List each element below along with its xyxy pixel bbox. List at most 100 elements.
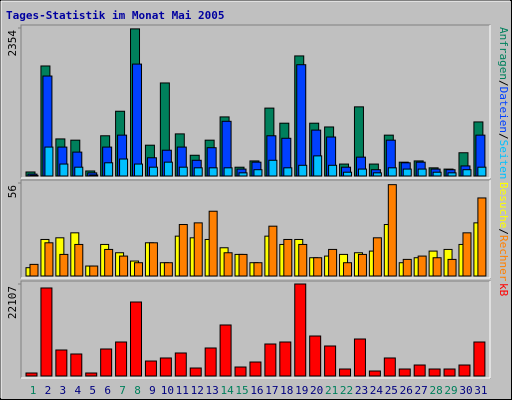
bar (74, 166, 84, 177)
x-tick-label: 3 (60, 384, 67, 397)
bar (447, 172, 457, 177)
bar (85, 372, 98, 377)
bar (343, 171, 353, 177)
bar (458, 364, 471, 377)
x-tick-label: 1 (30, 384, 37, 397)
bar (268, 159, 278, 177)
x-tick-label: 24 (370, 384, 384, 397)
bar (59, 163, 69, 177)
x-tick-label: 4 (74, 384, 81, 397)
bar (223, 252, 233, 277)
bar (55, 349, 68, 377)
bar (178, 166, 188, 177)
bar (368, 370, 381, 377)
bar (163, 161, 173, 177)
bar (159, 357, 172, 377)
bar (89, 265, 99, 277)
x-tick-label: 10 (161, 384, 174, 397)
bar (387, 184, 397, 277)
bar (253, 169, 263, 177)
bar (477, 166, 487, 177)
x-tick-label: 19 (295, 384, 308, 397)
bar (44, 146, 54, 177)
bar (279, 341, 292, 377)
bar (417, 168, 427, 177)
bar (294, 283, 307, 377)
bar (372, 172, 382, 177)
bar (193, 222, 203, 277)
bar (204, 347, 217, 377)
legend-entry: Dateien (497, 87, 510, 133)
bar (296, 64, 307, 177)
bar (283, 167, 293, 177)
bar (223, 167, 233, 177)
bar (234, 366, 247, 377)
bar (40, 287, 53, 377)
bar (189, 367, 202, 377)
bar (462, 232, 472, 277)
bar (313, 257, 323, 277)
x-tick-label: 26 (400, 384, 413, 397)
bar (428, 368, 441, 377)
bar (387, 167, 397, 177)
x-tick-label: 27 (415, 384, 428, 397)
x-tick-label: 13 (206, 384, 219, 397)
bar (402, 168, 412, 177)
bar (447, 258, 457, 277)
bar (298, 243, 308, 277)
x-tick-label: 7 (119, 384, 126, 397)
bar (398, 368, 411, 377)
bar (372, 237, 382, 277)
x-tick-label: 18 (280, 384, 293, 397)
bar (104, 248, 114, 277)
bar (253, 262, 263, 277)
bar (443, 368, 456, 377)
bar (264, 343, 277, 377)
bar (328, 248, 338, 277)
x-tick-label: 17 (265, 384, 278, 397)
legend-entry: Rechner (497, 235, 510, 282)
x-tick-label: 6 (104, 384, 111, 397)
bar (413, 364, 426, 377)
bar (249, 361, 262, 377)
bar (238, 172, 248, 177)
x-tick-label: 21 (325, 384, 338, 397)
bar (119, 255, 129, 277)
y-tick-label: 56 (6, 185, 19, 198)
bar (132, 63, 143, 177)
bar (357, 253, 367, 277)
bar (328, 164, 338, 177)
x-tick-label: 9 (149, 384, 156, 397)
legend-entry: kB (497, 283, 510, 297)
bar (115, 341, 128, 377)
bar (383, 357, 396, 377)
x-tick-label: 31 (474, 384, 487, 397)
legend: Besuche/Rechner (497, 182, 510, 282)
bar (432, 171, 442, 177)
x-tick-label: 23 (355, 384, 368, 397)
bar (174, 352, 187, 377)
bar (402, 258, 412, 277)
legend: Anfragen/Dateien/Seiten (497, 27, 510, 179)
bar (134, 262, 144, 277)
x-tick-label: 22 (340, 384, 353, 397)
bar (208, 210, 218, 277)
legend: kB (497, 283, 510, 297)
x-tick-label: 12 (191, 384, 204, 397)
y-tick-label: 22107 (6, 286, 19, 319)
bar (357, 168, 367, 177)
bar (339, 368, 352, 377)
panel (20, 24, 491, 179)
bar (343, 262, 353, 277)
bar (130, 301, 143, 377)
bar (238, 253, 248, 277)
bar (25, 372, 38, 377)
bar (74, 243, 84, 277)
bar (208, 167, 218, 177)
bar (193, 167, 203, 177)
bar (148, 242, 158, 277)
legend-separator: / (497, 133, 510, 140)
bar (324, 345, 337, 377)
bar (163, 262, 173, 277)
